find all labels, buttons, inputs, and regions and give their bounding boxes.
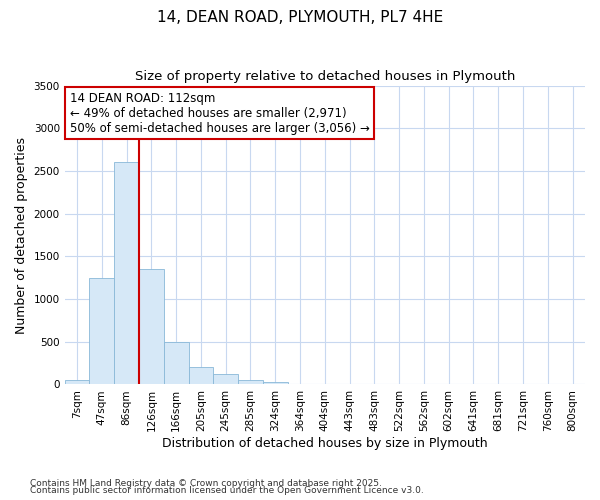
Title: Size of property relative to detached houses in Plymouth: Size of property relative to detached ho… [134, 70, 515, 83]
Text: 14 DEAN ROAD: 112sqm
← 49% of detached houses are smaller (2,971)
50% of semi-de: 14 DEAN ROAD: 112sqm ← 49% of detached h… [70, 92, 370, 134]
Bar [214, 374, 238, 384]
Bar [164, 342, 188, 384]
Bar [139, 269, 164, 384]
Bar [65, 380, 89, 384]
Bar [89, 278, 114, 384]
X-axis label: Distribution of detached houses by size in Plymouth: Distribution of detached houses by size … [162, 437, 488, 450]
Text: Contains public sector information licensed under the Open Government Licence v3: Contains public sector information licen… [30, 486, 424, 495]
Text: 14, DEAN ROAD, PLYMOUTH, PL7 4HE: 14, DEAN ROAD, PLYMOUTH, PL7 4HE [157, 10, 443, 25]
Bar [114, 162, 139, 384]
Text: Contains HM Land Registry data © Crown copyright and database right 2025.: Contains HM Land Registry data © Crown c… [30, 478, 382, 488]
Bar [188, 368, 214, 384]
Y-axis label: Number of detached properties: Number of detached properties [15, 136, 28, 334]
Bar [263, 382, 287, 384]
Bar [238, 380, 263, 384]
